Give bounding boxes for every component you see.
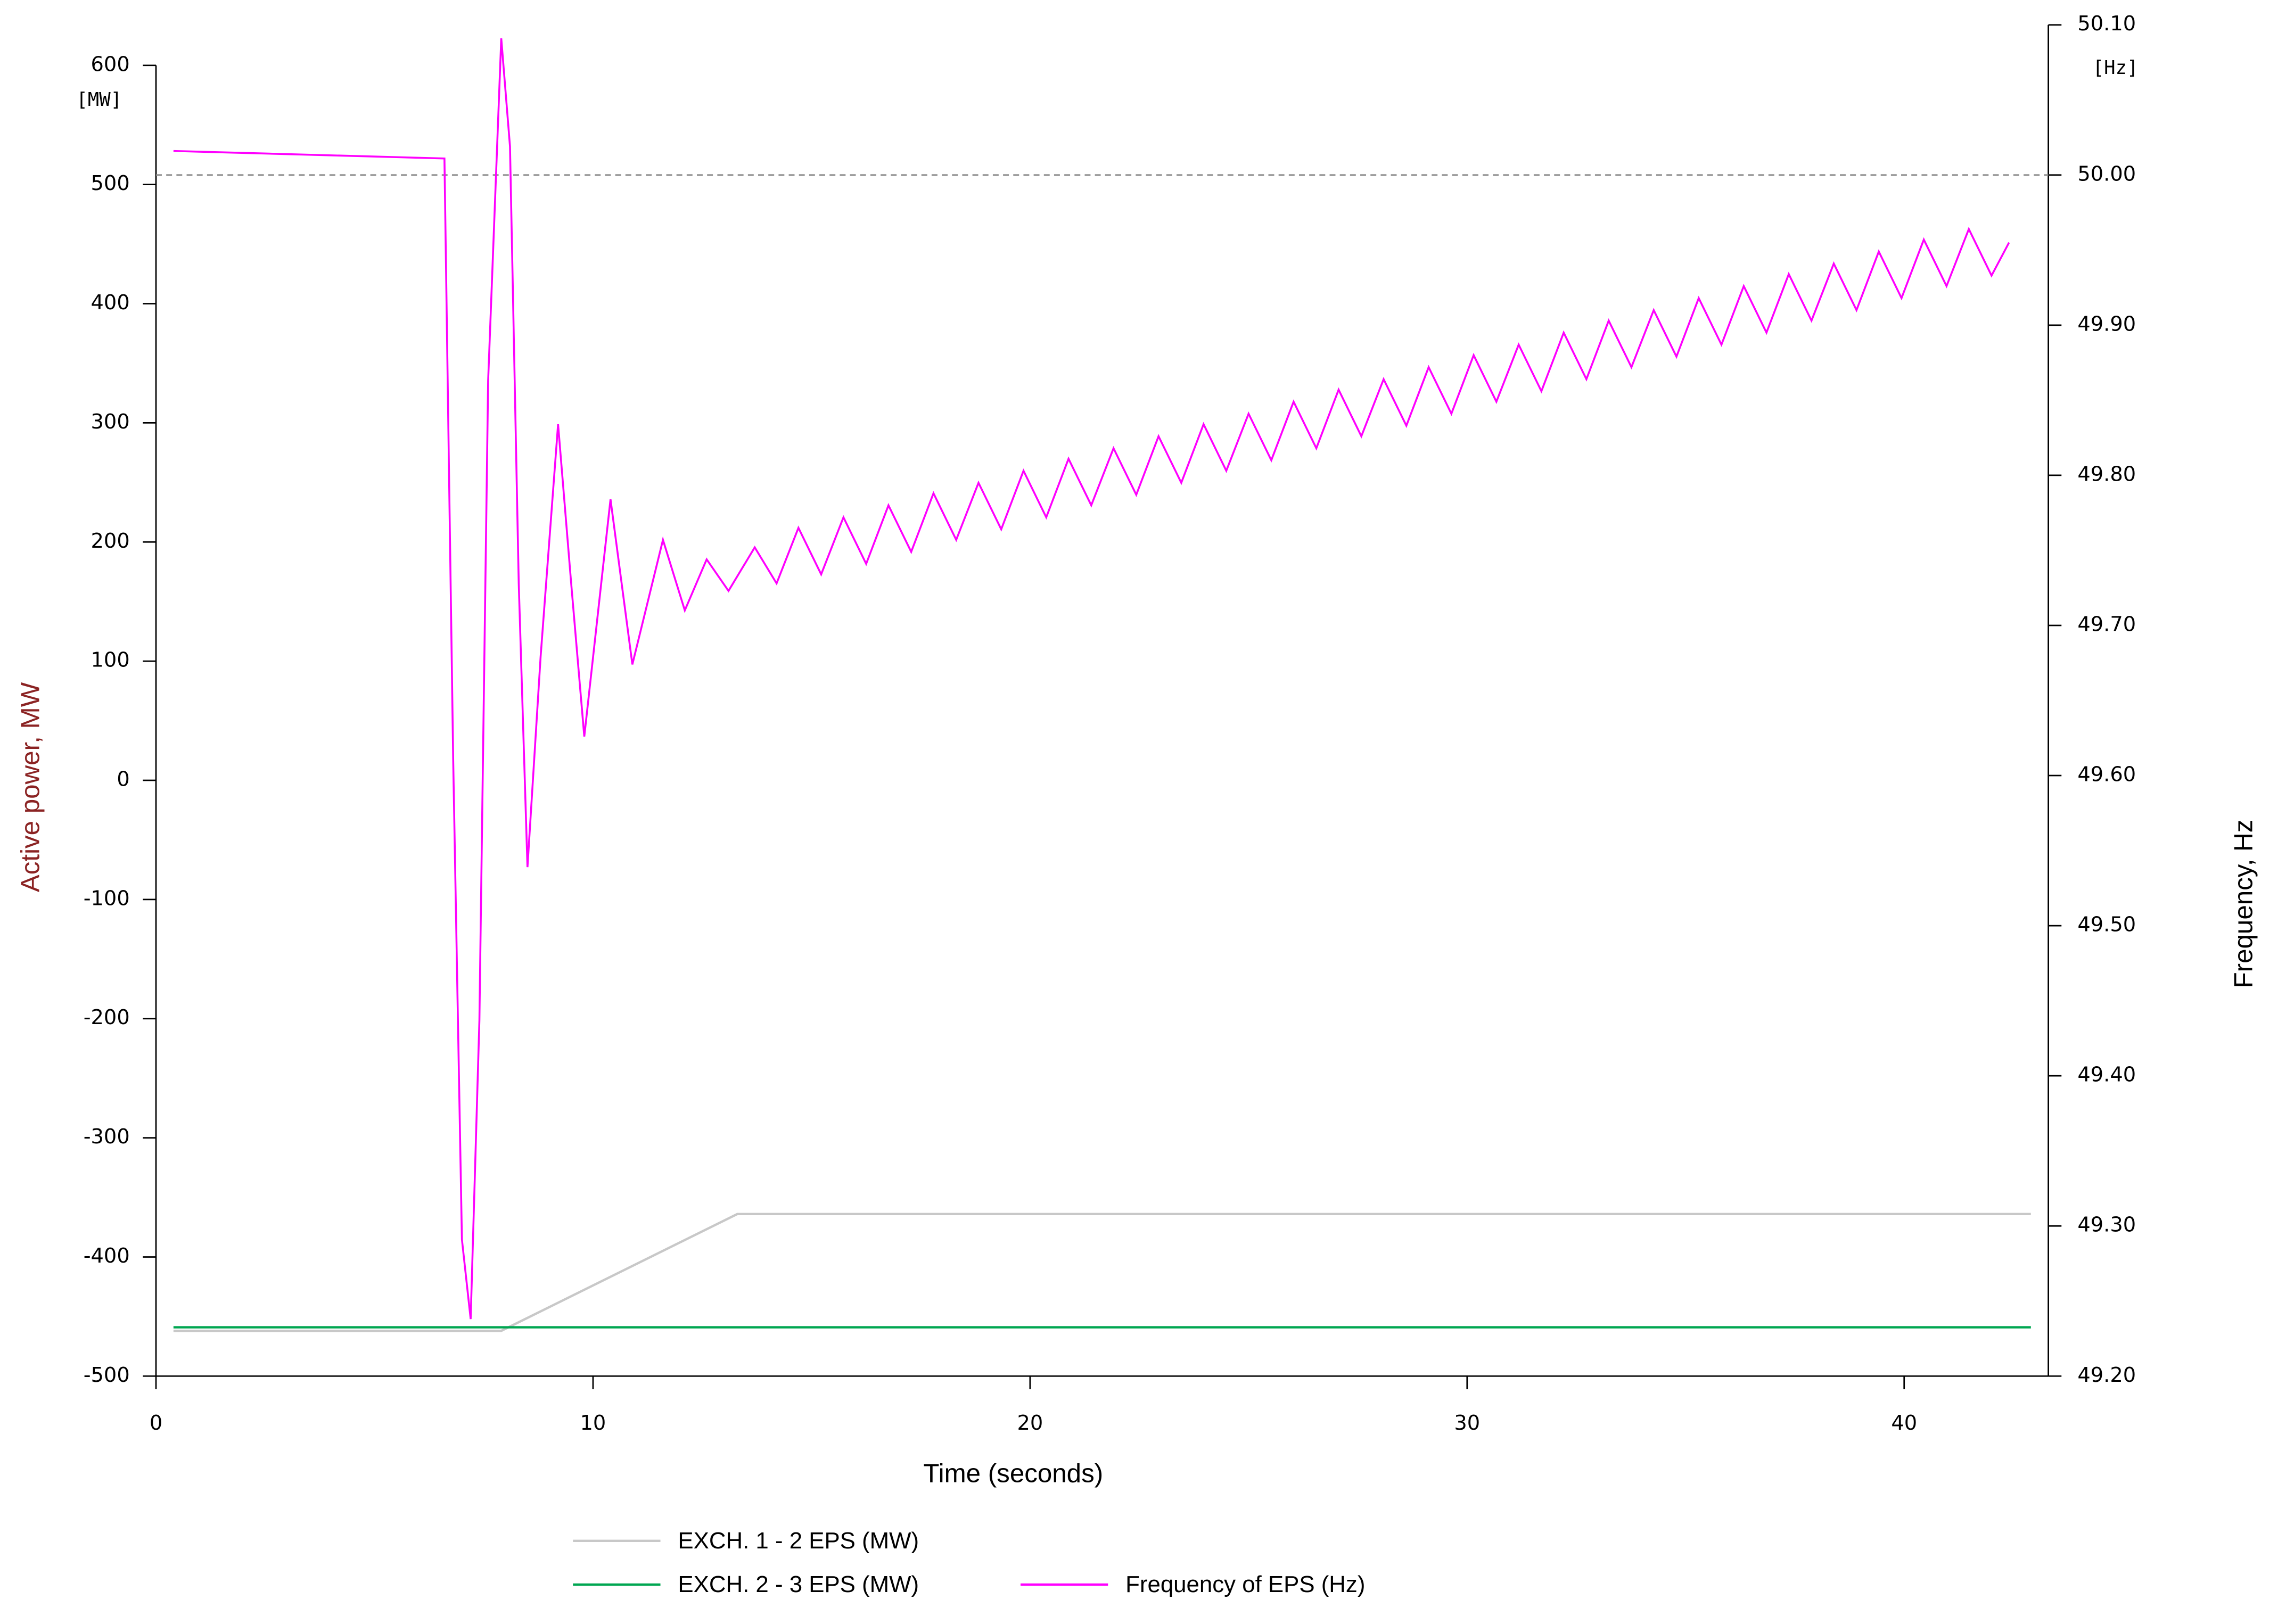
- y-tick-label: 400: [91, 291, 130, 315]
- x-tick-label: 30: [1454, 1411, 1480, 1435]
- y-tick-label: -400: [84, 1244, 130, 1268]
- y2-tick-label: 49.20: [2077, 1363, 2136, 1387]
- y-tick-label: 100: [91, 648, 130, 672]
- y2-tick-label: 49.30: [2077, 1213, 2136, 1237]
- y-tick-label: -500: [84, 1363, 130, 1387]
- y-tick-label: -100: [84, 886, 130, 910]
- y2-tick-label: 49.50: [2077, 913, 2136, 937]
- x-axis-label: Time (seconds): [923, 1459, 1103, 1488]
- x-tick-label: 10: [580, 1411, 606, 1435]
- x-tick-label: 20: [1017, 1411, 1043, 1435]
- series-line: [173, 38, 2010, 1320]
- legend-label: EXCH. 2 - 3 EPS (MW): [678, 1571, 919, 1597]
- y2-tick-label: 49.40: [2077, 1063, 2136, 1087]
- y2-tick-label: 49.90: [2077, 312, 2136, 336]
- y2-tick-label: 49.80: [2077, 462, 2136, 486]
- y-tick-label: 500: [91, 171, 130, 195]
- y-tick-label: 0: [117, 767, 129, 791]
- y2-tick-label: 50.10: [2077, 12, 2136, 36]
- y-tick-label: 200: [91, 529, 130, 553]
- y2-unit: [Hz]: [2093, 57, 2139, 79]
- legend-label: Frequency of EPS (Hz): [1125, 1571, 1365, 1597]
- y-axis-label: Active power, MW: [15, 682, 45, 892]
- series-line: [173, 1213, 2031, 1332]
- x-tick-label: 0: [150, 1411, 162, 1435]
- legend-label: EXCH. 1 - 2 EPS (MW): [678, 1528, 919, 1554]
- x-tick-label: 40: [1891, 1411, 1917, 1435]
- y-tick-label: 300: [91, 410, 130, 434]
- y-unit: [MW]: [76, 89, 122, 111]
- y-tick-label: 600: [91, 52, 130, 76]
- y2-tick-label: 49.60: [2077, 763, 2136, 787]
- y2-tick-label: 49.70: [2077, 612, 2136, 636]
- y2-axis-label: Frequency, Hz: [2229, 820, 2258, 988]
- y-tick-label: -300: [84, 1125, 130, 1149]
- y2-tick-label: 50.00: [2077, 162, 2136, 186]
- y-tick-label: -200: [84, 1005, 130, 1029]
